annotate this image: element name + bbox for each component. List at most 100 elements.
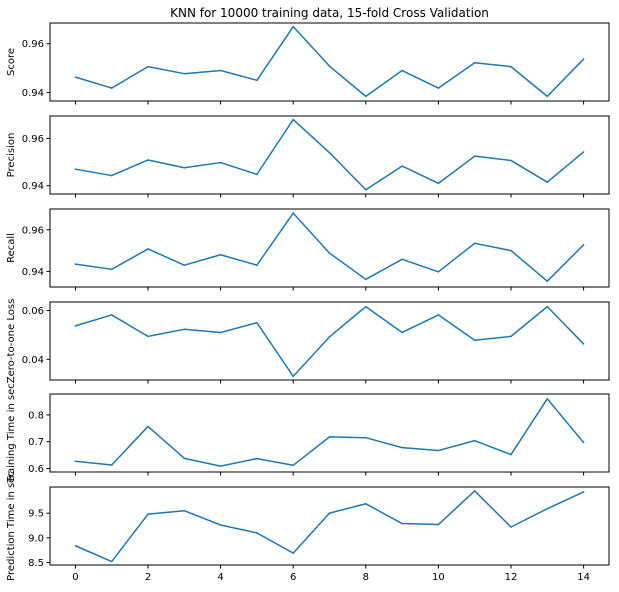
data-point — [110, 314, 113, 316]
plot-frame — [49, 393, 610, 473]
data-point — [473, 61, 476, 64]
plot-frame — [49, 301, 610, 381]
x-tick-label: 10 — [432, 572, 445, 583]
y-axis-label: Prediction Time in sec — [6, 471, 17, 581]
data-point — [147, 335, 149, 338]
subplot-2: 0.94 0.96 Precision — [6, 115, 610, 198]
data-point — [328, 436, 331, 438]
data-point — [582, 243, 585, 246]
data-point — [147, 65, 149, 68]
series-line — [75, 212, 585, 282]
data-point — [292, 464, 295, 467]
y-tick-label: 0.96 — [22, 39, 44, 50]
plot-frame — [49, 486, 610, 566]
data-point — [256, 321, 258, 324]
data-point — [510, 159, 512, 162]
data-point — [256, 173, 258, 176]
data-point — [110, 268, 113, 271]
x-tick-label: 8 — [363, 572, 369, 583]
x-tick-label: 6 — [290, 572, 296, 583]
data-point — [74, 460, 77, 463]
data-point — [582, 441, 585, 444]
data-point — [328, 252, 331, 254]
y-tick-label: 0.06 — [22, 306, 44, 317]
data-point — [437, 523, 440, 526]
y-tick-label: 0.94 — [22, 88, 44, 99]
subplot-3: 0.94 0.96 Recall — [6, 208, 610, 291]
data-point — [510, 335, 512, 338]
data-point — [582, 343, 585, 345]
subplot-1: 0.94 0.96 Score — [6, 22, 610, 105]
data-point — [437, 271, 440, 273]
series-line — [75, 490, 584, 563]
data-point — [292, 118, 295, 121]
data-point — [546, 95, 549, 98]
data-point — [364, 188, 367, 191]
x-tick-label: 2 — [145, 572, 151, 583]
data-point — [256, 79, 258, 82]
data-point — [74, 325, 77, 327]
y-tick-label: 0.94 — [22, 267, 44, 278]
x-tick-label: 14 — [577, 572, 590, 583]
data-point — [292, 375, 295, 378]
x-tick-label: 12 — [505, 572, 518, 583]
data-point — [582, 151, 585, 153]
data-point — [110, 174, 113, 177]
data-point — [473, 439, 476, 442]
y-tick-label: 0.04 — [22, 355, 44, 366]
subplot-5: 0.6 0.7 0.8 Training Time in sec — [6, 383, 610, 484]
data-point — [183, 166, 186, 169]
y-tick-label: 0.6 — [28, 464, 44, 475]
plot-frame — [49, 22, 610, 102]
data-point — [292, 212, 295, 214]
subplot-stack: 0.94 0.96 Score 0.94 0.96 Precision 0.94 0.96 Re… — [6, 22, 610, 583]
y-axis-label: Recall — [6, 233, 17, 263]
data-point — [510, 65, 512, 68]
data-point — [147, 425, 149, 428]
data-point — [401, 446, 403, 449]
y-axis-label: Precision — [6, 133, 17, 178]
y-tick-label: 9.0 — [28, 533, 44, 544]
data-point — [364, 436, 367, 439]
data-point — [292, 552, 295, 554]
data-point — [147, 248, 149, 250]
data-point — [328, 65, 331, 67]
data-point — [328, 512, 331, 514]
y-axis-label: Score — [6, 48, 17, 76]
subplot-6: 8.5 9.0 9.5 0 2 4 6 8 10 12 14 Prediction Time in s… — [6, 471, 610, 583]
data-point — [364, 95, 367, 98]
data-point — [437, 182, 440, 185]
y-tick-label: 8.5 — [28, 558, 44, 569]
data-point — [183, 509, 186, 512]
data-point — [401, 331, 403, 334]
data-point — [473, 242, 476, 245]
data-point — [546, 398, 549, 400]
data-point — [219, 253, 222, 256]
data-point — [364, 278, 367, 281]
y-tick-label: 9.5 — [28, 509, 44, 520]
x-tick-label: 4 — [217, 572, 223, 583]
data-point — [401, 522, 403, 525]
data-point — [74, 76, 77, 78]
data-point — [401, 165, 403, 167]
data-point — [256, 457, 258, 460]
data-point — [110, 560, 113, 563]
data-point — [74, 544, 77, 547]
y-tick-label: 0.8 — [28, 410, 44, 421]
plot-frame — [49, 208, 610, 288]
data-point — [582, 58, 585, 60]
data-point — [74, 168, 77, 170]
data-point — [582, 491, 585, 493]
data-point — [437, 449, 440, 452]
series-line — [75, 305, 585, 378]
data-point — [510, 249, 512, 252]
y-tick-label: 0.96 — [22, 134, 44, 145]
data-point — [473, 155, 476, 157]
data-point — [437, 87, 440, 89]
y-tick-label: 0.7 — [28, 437, 44, 448]
data-point — [546, 507, 549, 510]
data-point — [546, 280, 549, 282]
data-point — [256, 264, 258, 266]
data-point — [219, 524, 222, 526]
